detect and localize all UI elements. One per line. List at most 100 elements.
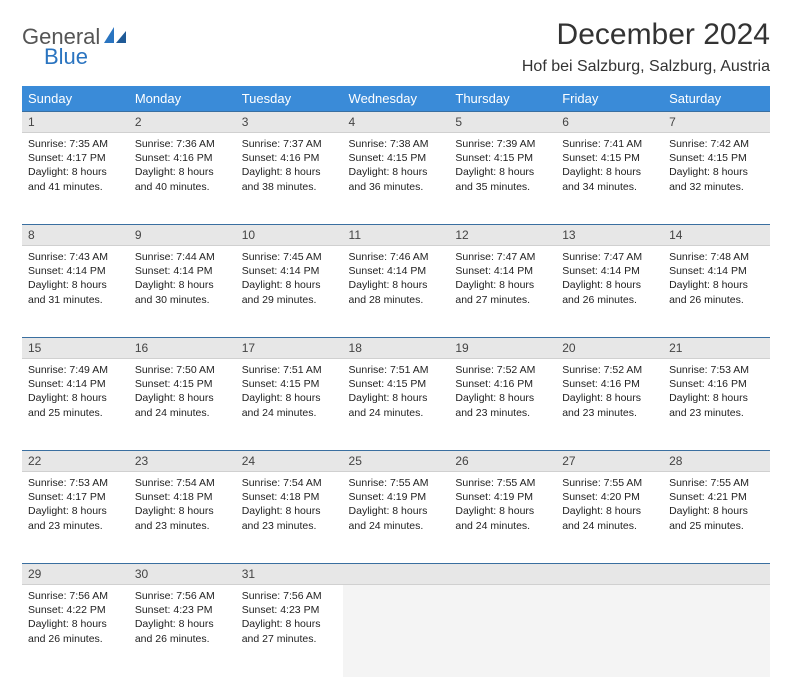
day-details: Sunrise: 7:55 AMSunset: 4:20 PMDaylight:… <box>556 472 663 539</box>
day-number-cell: 16 <box>129 338 236 359</box>
day-details: Sunrise: 7:51 AMSunset: 4:15 PMDaylight:… <box>236 359 343 426</box>
day-cell <box>556 585 663 677</box>
day-details: Sunrise: 7:36 AMSunset: 4:16 PMDaylight:… <box>129 133 236 200</box>
col-monday: Monday <box>129 86 236 112</box>
day-number-cell: 28 <box>663 451 770 472</box>
location-label: Hof bei Salzburg, Salzburg, Austria <box>522 58 770 76</box>
day-details: Sunrise: 7:54 AMSunset: 4:18 PMDaylight:… <box>236 472 343 539</box>
brand-word2: Blue <box>44 44 88 70</box>
day-number-cell: 23 <box>129 451 236 472</box>
day-number-cell: 11 <box>343 225 450 246</box>
day-details: Sunrise: 7:35 AMSunset: 4:17 PMDaylight:… <box>22 133 129 200</box>
day-number-cell: 20 <box>556 338 663 359</box>
day-number-cell: 7 <box>663 112 770 133</box>
day-cell <box>343 585 450 677</box>
daynum-row: 15161718192021 <box>22 338 770 359</box>
day-details: Sunrise: 7:54 AMSunset: 4:18 PMDaylight:… <box>129 472 236 539</box>
day-number-cell: 12 <box>449 225 556 246</box>
day-cell: Sunrise: 7:56 AMSunset: 4:22 PMDaylight:… <box>22 585 129 677</box>
day-cell: Sunrise: 7:48 AMSunset: 4:14 PMDaylight:… <box>663 246 770 338</box>
day-cell: Sunrise: 7:44 AMSunset: 4:14 PMDaylight:… <box>129 246 236 338</box>
day-details: Sunrise: 7:52 AMSunset: 4:16 PMDaylight:… <box>449 359 556 426</box>
day-cell: Sunrise: 7:56 AMSunset: 4:23 PMDaylight:… <box>129 585 236 677</box>
calendar-table: Sunday Monday Tuesday Wednesday Thursday… <box>22 86 770 677</box>
day-cell: Sunrise: 7:38 AMSunset: 4:15 PMDaylight:… <box>343 133 450 225</box>
week-row: Sunrise: 7:35 AMSunset: 4:17 PMDaylight:… <box>22 133 770 225</box>
day-details: Sunrise: 7:52 AMSunset: 4:16 PMDaylight:… <box>556 359 663 426</box>
day-details: Sunrise: 7:55 AMSunset: 4:19 PMDaylight:… <box>343 472 450 539</box>
page-title: December 2024 <box>522 18 770 52</box>
day-cell <box>663 585 770 677</box>
daynum-row: 891011121314 <box>22 225 770 246</box>
day-details: Sunrise: 7:55 AMSunset: 4:21 PMDaylight:… <box>663 472 770 539</box>
day-number-cell: 3 <box>236 112 343 133</box>
day-number-cell: 22 <box>22 451 129 472</box>
weekday-header-row: Sunday Monday Tuesday Wednesday Thursday… <box>22 86 770 112</box>
day-cell: Sunrise: 7:47 AMSunset: 4:14 PMDaylight:… <box>556 246 663 338</box>
day-details: Sunrise: 7:38 AMSunset: 4:15 PMDaylight:… <box>343 133 450 200</box>
day-details: Sunrise: 7:53 AMSunset: 4:17 PMDaylight:… <box>22 472 129 539</box>
day-details: Sunrise: 7:43 AMSunset: 4:14 PMDaylight:… <box>22 246 129 313</box>
day-details: Sunrise: 7:50 AMSunset: 4:15 PMDaylight:… <box>129 359 236 426</box>
day-cell: Sunrise: 7:41 AMSunset: 4:15 PMDaylight:… <box>556 133 663 225</box>
day-details: Sunrise: 7:48 AMSunset: 4:14 PMDaylight:… <box>663 246 770 313</box>
day-details: Sunrise: 7:56 AMSunset: 4:22 PMDaylight:… <box>22 585 129 652</box>
col-friday: Friday <box>556 86 663 112</box>
day-details: Sunrise: 7:46 AMSunset: 4:14 PMDaylight:… <box>343 246 450 313</box>
day-details: Sunrise: 7:44 AMSunset: 4:14 PMDaylight:… <box>129 246 236 313</box>
day-cell: Sunrise: 7:53 AMSunset: 4:17 PMDaylight:… <box>22 472 129 564</box>
day-cell: Sunrise: 7:54 AMSunset: 4:18 PMDaylight:… <box>129 472 236 564</box>
day-number-cell: 21 <box>663 338 770 359</box>
col-sunday: Sunday <box>22 86 129 112</box>
day-number-cell: 13 <box>556 225 663 246</box>
week-row: Sunrise: 7:53 AMSunset: 4:17 PMDaylight:… <box>22 472 770 564</box>
day-cell: Sunrise: 7:37 AMSunset: 4:16 PMDaylight:… <box>236 133 343 225</box>
daynum-row: 293031 <box>22 564 770 585</box>
day-number-cell: 24 <box>236 451 343 472</box>
col-tuesday: Tuesday <box>236 86 343 112</box>
week-row: Sunrise: 7:43 AMSunset: 4:14 PMDaylight:… <box>22 246 770 338</box>
day-cell: Sunrise: 7:49 AMSunset: 4:14 PMDaylight:… <box>22 359 129 451</box>
day-number-cell <box>343 564 450 585</box>
week-row: Sunrise: 7:49 AMSunset: 4:14 PMDaylight:… <box>22 359 770 451</box>
day-number-cell: 25 <box>343 451 450 472</box>
day-cell: Sunrise: 7:56 AMSunset: 4:23 PMDaylight:… <box>236 585 343 677</box>
day-number-cell: 10 <box>236 225 343 246</box>
day-cell: Sunrise: 7:46 AMSunset: 4:14 PMDaylight:… <box>343 246 450 338</box>
day-number-cell: 19 <box>449 338 556 359</box>
week-row: Sunrise: 7:56 AMSunset: 4:22 PMDaylight:… <box>22 585 770 677</box>
day-number-cell: 14 <box>663 225 770 246</box>
day-number-cell: 5 <box>449 112 556 133</box>
day-number-cell: 27 <box>556 451 663 472</box>
day-number-cell: 1 <box>22 112 129 133</box>
day-number-cell <box>449 564 556 585</box>
day-cell: Sunrise: 7:52 AMSunset: 4:16 PMDaylight:… <box>556 359 663 451</box>
day-cell: Sunrise: 7:45 AMSunset: 4:14 PMDaylight:… <box>236 246 343 338</box>
day-details: Sunrise: 7:51 AMSunset: 4:15 PMDaylight:… <box>343 359 450 426</box>
daynum-row: 22232425262728 <box>22 451 770 472</box>
day-cell: Sunrise: 7:47 AMSunset: 4:14 PMDaylight:… <box>449 246 556 338</box>
day-number-cell: 26 <box>449 451 556 472</box>
day-cell <box>449 585 556 677</box>
header: General Blue December 2024 Hof bei Salzb… <box>22 18 770 76</box>
day-details: Sunrise: 7:45 AMSunset: 4:14 PMDaylight:… <box>236 246 343 313</box>
day-number-cell: 6 <box>556 112 663 133</box>
day-cell: Sunrise: 7:55 AMSunset: 4:21 PMDaylight:… <box>663 472 770 564</box>
day-details: Sunrise: 7:41 AMSunset: 4:15 PMDaylight:… <box>556 133 663 200</box>
day-cell: Sunrise: 7:50 AMSunset: 4:15 PMDaylight:… <box>129 359 236 451</box>
day-details: Sunrise: 7:56 AMSunset: 4:23 PMDaylight:… <box>236 585 343 652</box>
day-number-cell: 9 <box>129 225 236 246</box>
day-details: Sunrise: 7:37 AMSunset: 4:16 PMDaylight:… <box>236 133 343 200</box>
day-cell: Sunrise: 7:36 AMSunset: 4:16 PMDaylight:… <box>129 133 236 225</box>
day-details: Sunrise: 7:47 AMSunset: 4:14 PMDaylight:… <box>449 246 556 313</box>
day-cell: Sunrise: 7:53 AMSunset: 4:16 PMDaylight:… <box>663 359 770 451</box>
brand-sail-icon <box>102 25 128 50</box>
day-details: Sunrise: 7:39 AMSunset: 4:15 PMDaylight:… <box>449 133 556 200</box>
col-wednesday: Wednesday <box>343 86 450 112</box>
col-thursday: Thursday <box>449 86 556 112</box>
day-cell: Sunrise: 7:43 AMSunset: 4:14 PMDaylight:… <box>22 246 129 338</box>
day-details: Sunrise: 7:55 AMSunset: 4:19 PMDaylight:… <box>449 472 556 539</box>
day-number-cell: 30 <box>129 564 236 585</box>
day-cell: Sunrise: 7:55 AMSunset: 4:20 PMDaylight:… <box>556 472 663 564</box>
day-cell: Sunrise: 7:39 AMSunset: 4:15 PMDaylight:… <box>449 133 556 225</box>
